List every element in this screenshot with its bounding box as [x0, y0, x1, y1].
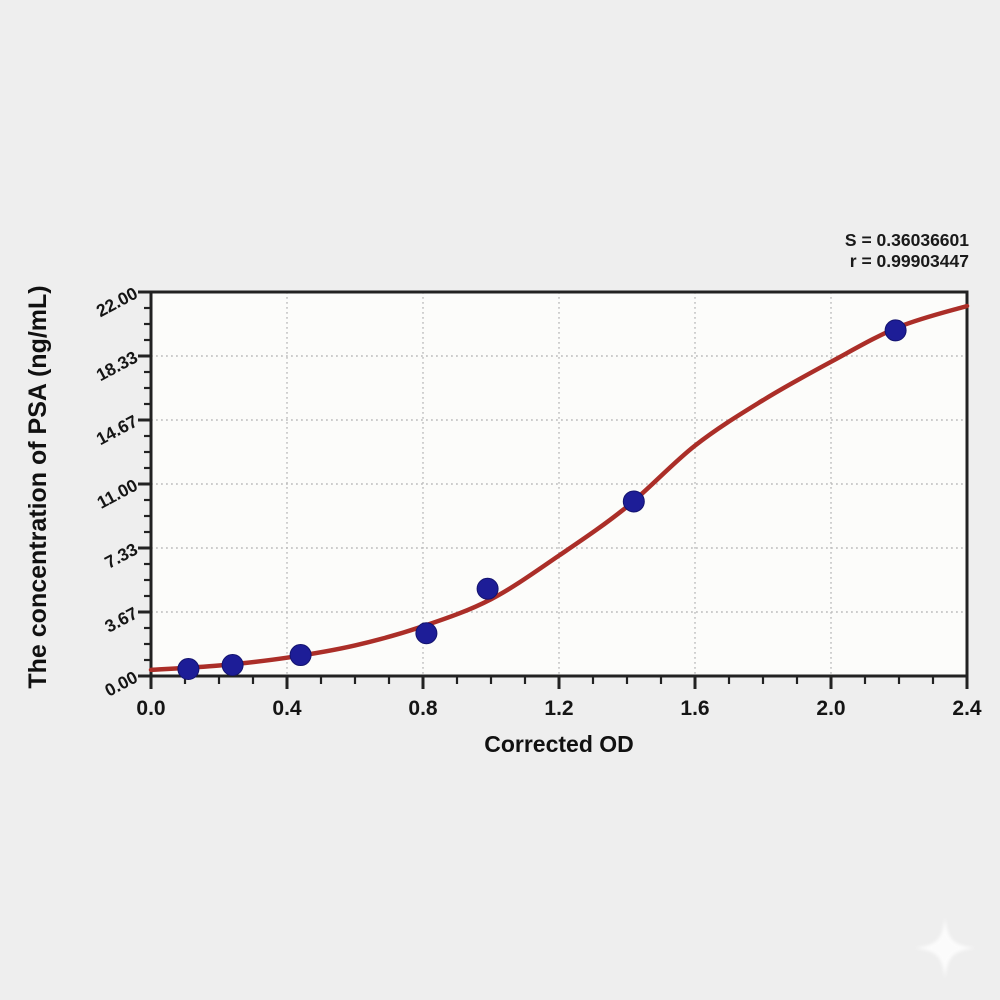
x-axis-title: Corrected OD — [484, 731, 634, 757]
data-point — [177, 658, 200, 681]
fit-r-value: r = 0.99903447 — [849, 251, 969, 271]
y-tick-label: 22.00 — [93, 283, 141, 321]
y-tick-label: 0.00 — [101, 667, 141, 701]
data-point — [884, 319, 907, 342]
data-point — [289, 644, 312, 667]
x-tick-label: 0.8 — [408, 697, 438, 720]
y-tick-label: 18.33 — [93, 347, 141, 385]
x-tick-label: 1.6 — [680, 697, 709, 720]
data-point — [415, 622, 438, 645]
data-point — [622, 490, 645, 513]
x-tick-label: 2.4 — [952, 697, 982, 720]
y-tick-label: 3.67 — [101, 603, 140, 637]
data-point — [476, 577, 499, 600]
fit-curve — [148, 303, 970, 673]
x-tick-label: 1.2 — [544, 697, 573, 720]
y-tick-label: 11.00 — [94, 475, 141, 513]
x-tick-label: 2.0 — [816, 697, 845, 720]
x-tick-label: 0.0 — [136, 697, 165, 720]
y-tick-label: 14.67 — [93, 411, 141, 449]
fit-statistics: S = 0.36036601 r = 0.99903447 — [845, 230, 969, 272]
plot-frame — [149, 290, 969, 678]
fit-s-value: S = 0.36036601 — [844, 230, 969, 250]
x-tick-label: 0.4 — [272, 697, 302, 720]
data-point — [221, 654, 244, 677]
sparkle-watermark — [915, 918, 975, 978]
y-tick-label: 7.33 — [101, 539, 141, 573]
